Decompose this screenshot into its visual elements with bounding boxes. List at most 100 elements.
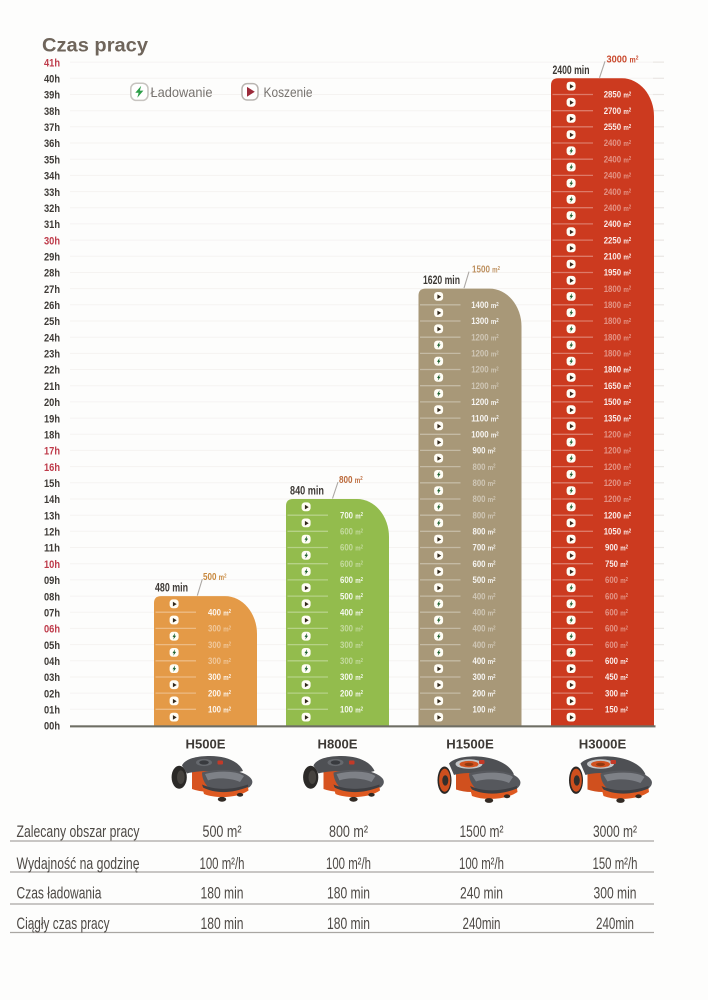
svg-text:2400 m2: 2400 m2: [604, 138, 632, 148]
svg-text:150 m2: 150 m2: [605, 705, 628, 715]
svg-text:1200 m2: 1200 m2: [471, 397, 499, 407]
svg-text:32h: 32h: [44, 203, 60, 215]
svg-text:2400 m2: 2400 m2: [604, 187, 632, 197]
svg-text:500 m2: 500 m2: [203, 572, 227, 583]
svg-text:34h: 34h: [44, 171, 60, 183]
svg-text:200 m2: 200 m2: [208, 688, 231, 698]
svg-text:2400 min: 2400 min: [553, 65, 590, 77]
svg-text:500 m²: 500 m²: [203, 823, 242, 841]
svg-text:800 m²: 800 m²: [329, 823, 368, 841]
svg-text:1200 m2: 1200 m2: [471, 365, 499, 375]
svg-text:03h: 03h: [44, 672, 60, 684]
svg-text:Czas pracy: Czas pracy: [42, 35, 148, 57]
svg-text:300 m2: 300 m2: [340, 656, 363, 666]
svg-text:600 m2: 600 m2: [605, 575, 628, 585]
svg-text:600 m2: 600 m2: [340, 575, 363, 585]
svg-text:840 min: 840 min: [290, 486, 324, 498]
svg-text:H1500E: H1500E: [446, 737, 494, 752]
svg-text:1800 m2: 1800 m2: [604, 349, 632, 359]
svg-text:17h: 17h: [44, 446, 60, 458]
svg-text:33h: 33h: [44, 187, 60, 199]
svg-text:300 m2: 300 m2: [340, 672, 363, 682]
svg-text:Czas ładowania: Czas ładowania: [17, 885, 103, 903]
svg-text:1500 m2: 1500 m2: [604, 397, 632, 407]
svg-text:240 min: 240 min: [460, 885, 503, 903]
svg-text:20h: 20h: [44, 397, 60, 409]
svg-text:1050 m2: 1050 m2: [604, 527, 632, 537]
svg-text:300 m2: 300 m2: [208, 624, 231, 634]
svg-text:10h: 10h: [44, 559, 60, 571]
svg-text:400 m2: 400 m2: [473, 607, 496, 617]
svg-text:07h: 07h: [44, 607, 60, 619]
svg-text:2400 m2: 2400 m2: [604, 171, 632, 181]
svg-text:1400 m2: 1400 m2: [471, 300, 499, 310]
svg-text:180 min: 180 min: [201, 885, 244, 903]
svg-text:Ciągły czas pracy: Ciągły czas pracy: [17, 915, 111, 933]
svg-text:600 m2: 600 m2: [473, 559, 496, 569]
svg-text:27h: 27h: [44, 284, 60, 296]
svg-text:1200 m2: 1200 m2: [471, 381, 499, 391]
svg-text:800 m2: 800 m2: [473, 527, 496, 537]
svg-text:00h: 00h: [44, 721, 60, 733]
svg-text:2400 m2: 2400 m2: [604, 219, 632, 229]
svg-text:1200 m2: 1200 m2: [604, 430, 632, 440]
svg-text:100 m2: 100 m2: [208, 705, 231, 715]
svg-text:H3000E: H3000E: [579, 737, 627, 752]
svg-text:450 m2: 450 m2: [605, 672, 628, 682]
svg-text:300 m2: 300 m2: [340, 624, 363, 634]
svg-text:500 m2: 500 m2: [473, 575, 496, 585]
svg-text:15h: 15h: [44, 478, 60, 490]
svg-text:23h: 23h: [44, 349, 60, 361]
svg-text:22h: 22h: [44, 365, 60, 377]
svg-text:14h: 14h: [44, 494, 60, 506]
svg-text:600 m2: 600 m2: [605, 624, 628, 634]
svg-text:600 m2: 600 m2: [340, 527, 363, 537]
svg-text:300 m2: 300 m2: [208, 672, 231, 682]
svg-text:300 m2: 300 m2: [340, 640, 363, 650]
svg-text:24h: 24h: [44, 332, 60, 344]
svg-text:180 min: 180 min: [327, 915, 370, 933]
svg-text:1350 m2: 1350 m2: [604, 413, 632, 423]
svg-text:400 m2: 400 m2: [473, 591, 496, 601]
svg-text:1800 m2: 1800 m2: [604, 284, 632, 294]
svg-text:600 m2: 600 m2: [340, 543, 363, 553]
svg-text:600 m2: 600 m2: [605, 591, 628, 601]
svg-text:180 min: 180 min: [201, 915, 244, 933]
svg-text:900 m2: 900 m2: [605, 543, 628, 553]
svg-text:1100 m2: 1100 m2: [471, 413, 499, 423]
svg-text:800 m2: 800 m2: [473, 462, 496, 472]
svg-text:500 m2: 500 m2: [340, 591, 363, 601]
svg-text:300 m2: 300 m2: [208, 656, 231, 666]
svg-text:1200 m2: 1200 m2: [471, 332, 499, 342]
svg-text:900 m2: 900 m2: [473, 446, 496, 456]
svg-text:100 m²/h: 100 m²/h: [459, 855, 504, 873]
svg-text:180 min: 180 min: [327, 885, 370, 903]
svg-text:38h: 38h: [44, 106, 60, 118]
svg-text:400 m2: 400 m2: [473, 640, 496, 650]
svg-text:08h: 08h: [44, 591, 60, 603]
svg-text:26h: 26h: [44, 300, 60, 312]
svg-text:400 m2: 400 m2: [473, 624, 496, 634]
svg-text:29h: 29h: [44, 252, 60, 264]
svg-text:2700 m2: 2700 m2: [604, 106, 632, 116]
svg-text:16h: 16h: [44, 462, 60, 474]
svg-text:05h: 05h: [44, 640, 60, 652]
svg-text:01h: 01h: [44, 705, 60, 717]
svg-text:06h: 06h: [44, 624, 60, 636]
svg-text:37h: 37h: [44, 122, 60, 134]
svg-text:100 m2: 100 m2: [340, 705, 363, 715]
svg-text:1950 m2: 1950 m2: [604, 268, 632, 278]
svg-text:12h: 12h: [44, 527, 60, 539]
svg-text:200 m2: 200 m2: [340, 688, 363, 698]
svg-text:1000 m2: 1000 m2: [471, 430, 499, 440]
svg-text:2850 m2: 2850 m2: [604, 90, 632, 100]
svg-text:700 m2: 700 m2: [473, 543, 496, 553]
svg-text:700 m2: 700 m2: [340, 510, 363, 520]
svg-text:1800 m2: 1800 m2: [604, 332, 632, 342]
svg-text:400 m2: 400 m2: [208, 607, 231, 617]
svg-text:2550 m2: 2550 m2: [604, 122, 632, 132]
svg-text:Zalecany obszar pracy: Zalecany obszar pracy: [17, 823, 141, 841]
svg-text:600 m2: 600 m2: [605, 607, 628, 617]
svg-text:Koszenie: Koszenie: [264, 84, 313, 100]
svg-text:H800E: H800E: [318, 737, 358, 752]
